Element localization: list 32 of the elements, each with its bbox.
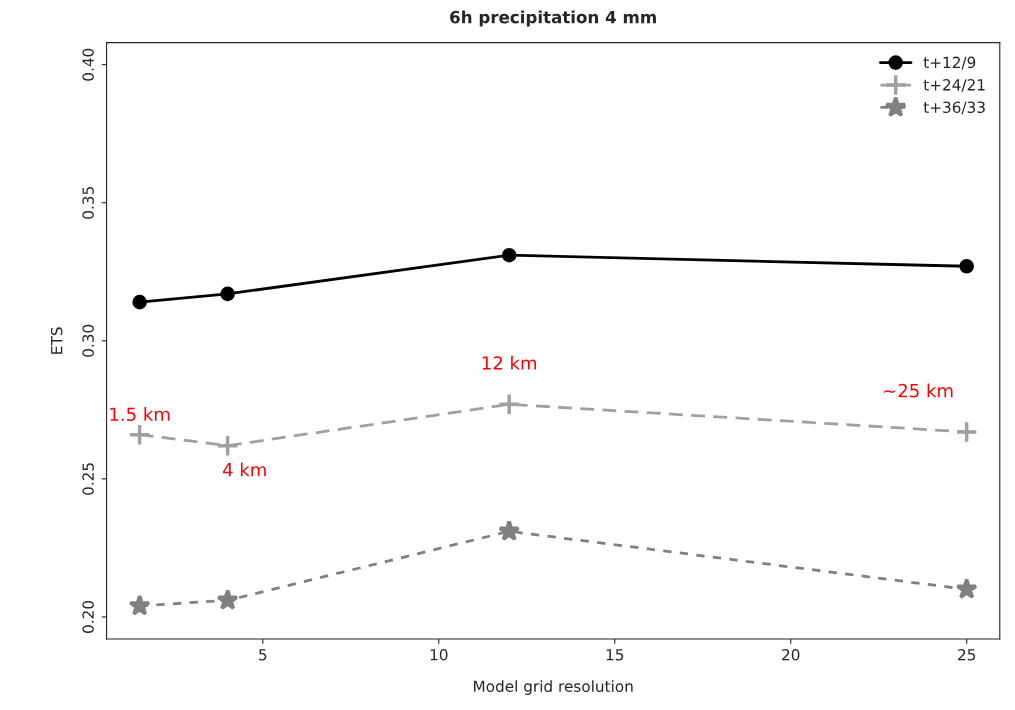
point xyxy=(498,519,521,541)
x-axis-title: Model grid resolution xyxy=(474,680,633,695)
chart-title: 6h precipitation 4 mm xyxy=(450,10,656,27)
point xyxy=(501,247,517,263)
point xyxy=(132,294,147,310)
point xyxy=(128,423,152,447)
x-tick-label: 5 xyxy=(259,649,267,661)
legend-label: t+24/21 xyxy=(923,79,985,92)
annotation: 12 km xyxy=(482,355,537,370)
annotation: 1.5 km xyxy=(110,407,170,422)
point xyxy=(220,286,235,302)
point xyxy=(128,594,151,616)
y-tick-label: 0.25 xyxy=(82,463,94,495)
point xyxy=(497,392,521,416)
x-tick-label: 25 xyxy=(958,648,976,661)
x-tick-label: 20 xyxy=(782,648,800,661)
legend-label: t+36/33 xyxy=(923,101,985,115)
x-tick-label: 10 xyxy=(430,648,448,661)
x-tick-label: 15 xyxy=(606,649,624,661)
y-tick-label: 0.35 xyxy=(82,187,94,219)
point xyxy=(955,420,979,444)
y-tick-label: 0.30 xyxy=(82,324,94,357)
annotation: ~25 km xyxy=(884,383,953,398)
point xyxy=(216,434,240,458)
annotation: 4 km xyxy=(222,462,266,477)
point xyxy=(216,588,239,610)
legend-label: t+12/9 xyxy=(923,56,976,70)
point xyxy=(955,577,978,599)
y-tick-label: 0.20 xyxy=(82,600,94,633)
y-tick-label: 0.40 xyxy=(82,48,94,81)
point xyxy=(959,258,974,274)
y-axis-title: ETS xyxy=(50,327,63,354)
